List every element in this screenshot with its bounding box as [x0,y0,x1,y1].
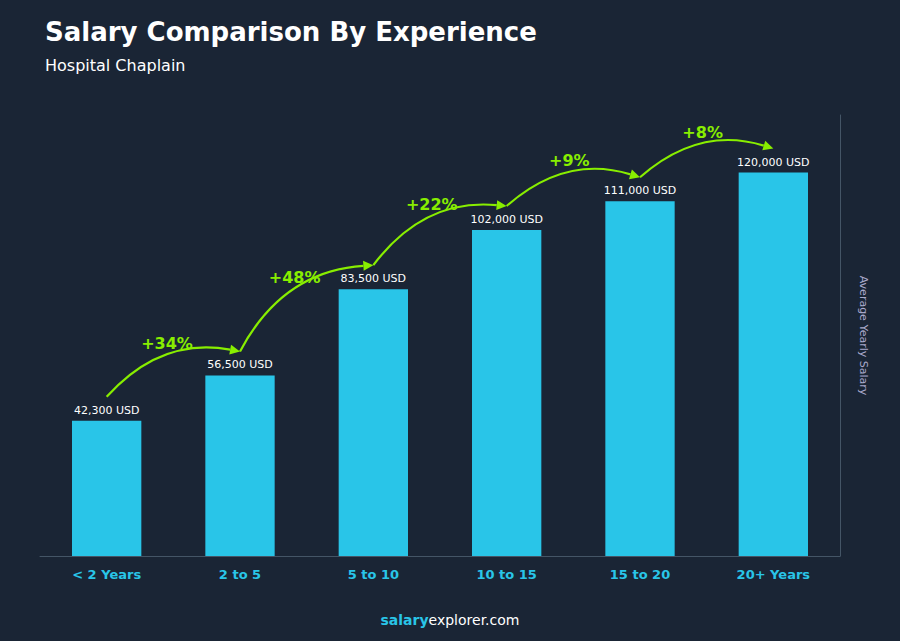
svg-text:+34%: +34% [141,334,193,353]
svg-text:+48%: +48% [269,268,321,287]
svg-text:Hospital Chaplain: Hospital Chaplain [45,56,185,75]
svg-text:10 to 15: 10 to 15 [476,567,536,582]
svg-text:explorer.com: explorer.com [429,612,520,628]
svg-text:+8%: +8% [682,123,723,142]
svg-text:Average Yearly Salary: Average Yearly Salary [857,276,870,396]
svg-text:15 to 20: 15 to 20 [610,567,670,582]
svg-text:5 to 10: 5 to 10 [348,567,399,582]
svg-text:2 to 5: 2 to 5 [219,567,261,582]
svg-text:Salary Comparison By Experienc: Salary Comparison By Experience [45,17,537,47]
svg-text:83,500 USD: 83,500 USD [341,272,407,285]
svg-text:< 2 Years: < 2 Years [72,567,141,582]
svg-text:56,500 USD: 56,500 USD [207,358,273,371]
svg-text:42,300 USD: 42,300 USD [74,404,140,417]
svg-text:111,000 USD: 111,000 USD [604,184,677,197]
svg-text:+9%: +9% [549,151,590,170]
svg-text:salary: salary [381,612,429,628]
svg-text:102,000 USD: 102,000 USD [470,213,543,226]
svg-text:20+ Years: 20+ Years [737,567,811,582]
svg-text:+22%: +22% [406,195,458,214]
svg-text:120,000 USD: 120,000 USD [737,156,810,169]
